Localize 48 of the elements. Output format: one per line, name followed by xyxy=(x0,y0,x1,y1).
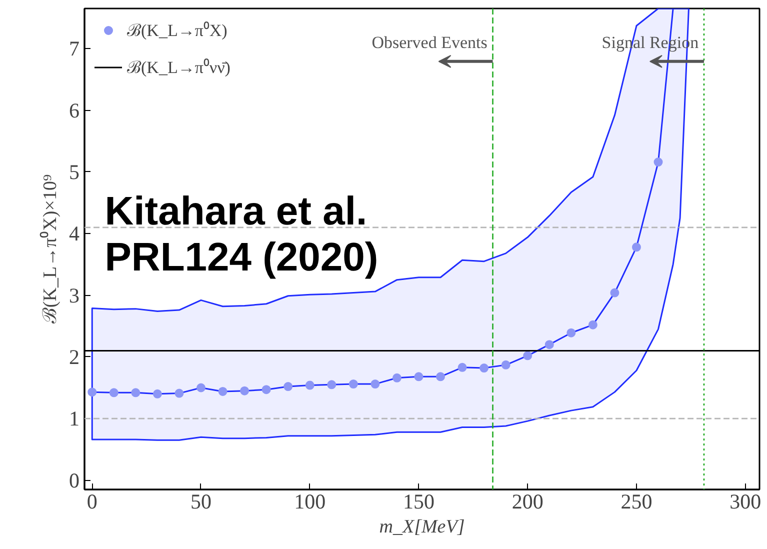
y-tick-label: 2 xyxy=(69,344,80,369)
point xyxy=(566,328,576,338)
point xyxy=(327,380,336,390)
point xyxy=(436,372,446,382)
point xyxy=(588,320,598,330)
point xyxy=(196,383,206,392)
annotation: Kitahara et al. PRL124 (2020) xyxy=(104,189,378,280)
point xyxy=(414,372,424,382)
ref-line-label: Observed Events xyxy=(372,32,488,52)
point xyxy=(174,388,184,398)
point xyxy=(501,360,510,370)
point xyxy=(284,382,293,392)
x-tick-label: 250 xyxy=(620,490,652,514)
point xyxy=(654,158,663,167)
y-tick-label: 0 xyxy=(69,468,80,492)
point xyxy=(88,388,97,397)
point xyxy=(458,362,467,372)
point xyxy=(262,385,271,394)
point xyxy=(240,386,250,396)
legend-label: ℬ(K_L→π⁰νν̄) xyxy=(127,57,230,78)
point xyxy=(544,340,554,350)
legend-label: ℬ(K_L→π⁰X) xyxy=(127,20,228,41)
x-tick-label: 200 xyxy=(512,490,544,514)
y-tick-label: 4 xyxy=(69,222,80,246)
y-tick-label: 5 xyxy=(69,160,80,184)
point xyxy=(152,389,162,398)
point xyxy=(392,373,402,382)
x-axis-title: m_X[MeV] xyxy=(379,516,465,538)
x-tick-label: 0 xyxy=(86,490,98,514)
x-tick-label: 300 xyxy=(730,490,762,514)
point xyxy=(348,380,358,389)
y-tick-label: 1 xyxy=(69,406,80,431)
y-tick-label: 3 xyxy=(69,283,80,308)
y-tick-label: 6 xyxy=(69,98,80,122)
point xyxy=(370,380,380,389)
x-tick-label: 50 xyxy=(190,490,212,514)
point xyxy=(610,288,620,298)
y-axis-title: ℬ(K_L→π⁰X)×10⁹ xyxy=(39,174,61,324)
point xyxy=(523,351,532,360)
point xyxy=(480,364,489,373)
point xyxy=(131,388,140,398)
point xyxy=(218,386,228,396)
y-tick-label: 7 xyxy=(69,36,80,61)
point xyxy=(305,380,314,390)
x-tick-label: 150 xyxy=(402,490,434,514)
point xyxy=(632,242,641,252)
x-tick-label: 100 xyxy=(294,490,326,514)
point xyxy=(109,388,118,398)
